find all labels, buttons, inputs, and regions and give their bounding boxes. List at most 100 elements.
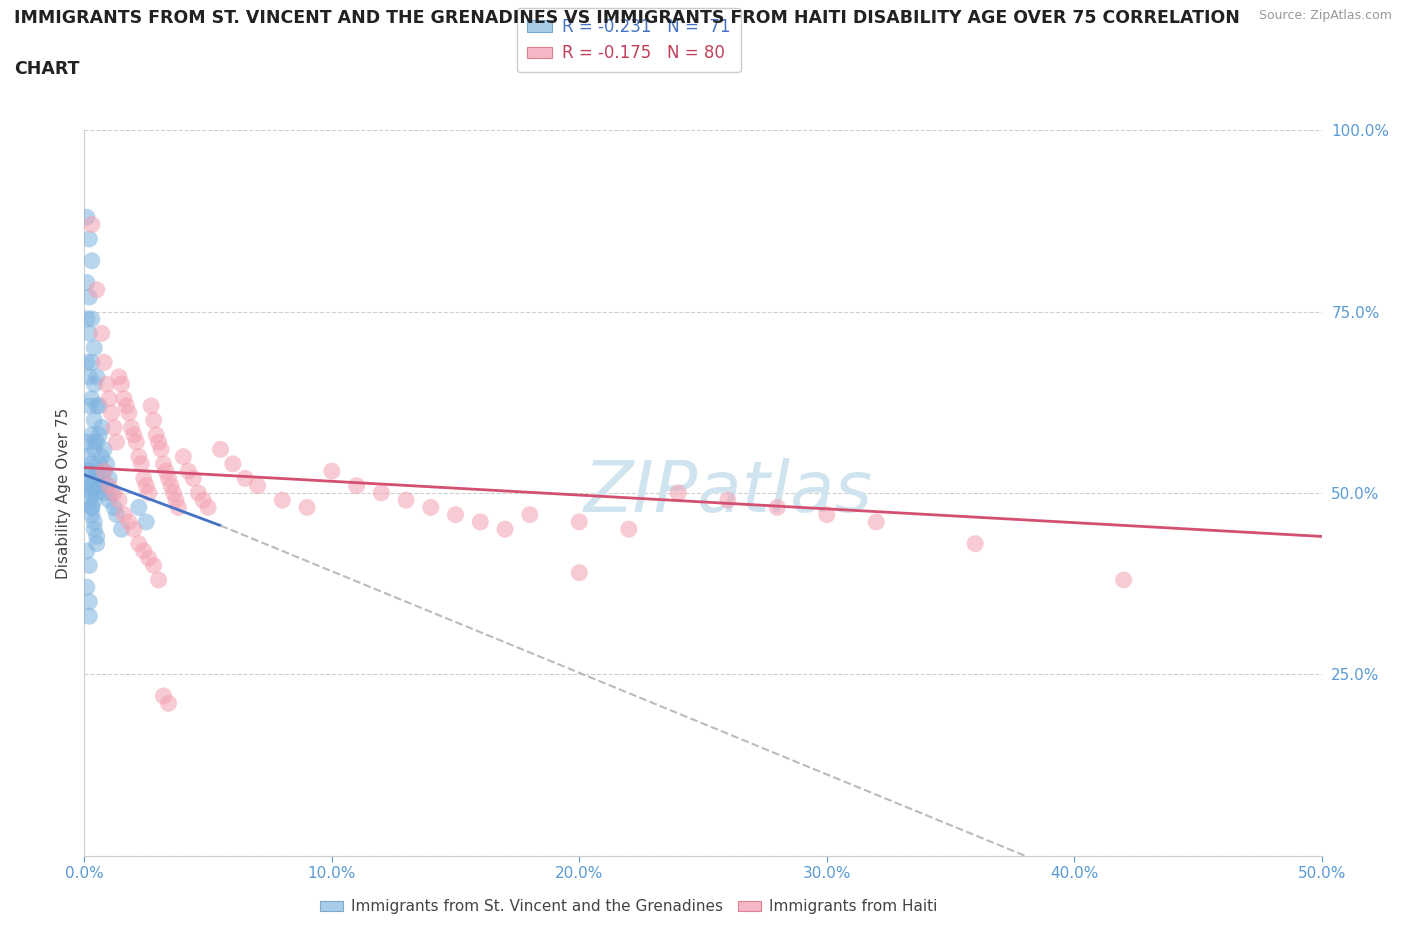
Point — [965, 537, 987, 551]
Point — [76, 464, 98, 479]
Point — [419, 500, 441, 515]
Point — [93, 355, 115, 370]
Point — [83, 434, 105, 449]
Point — [98, 493, 121, 508]
Point — [80, 355, 103, 370]
Point — [444, 507, 467, 522]
Point — [191, 493, 214, 508]
Point — [76, 478, 98, 493]
Point — [83, 471, 105, 485]
Point — [115, 398, 138, 413]
Point — [815, 507, 838, 522]
Point — [76, 449, 98, 464]
Text: CHART: CHART — [14, 60, 80, 78]
Point — [568, 514, 591, 529]
Point — [138, 485, 160, 500]
Point — [155, 464, 177, 479]
Point — [494, 522, 516, 537]
Text: Source: ZipAtlas.com: Source: ZipAtlas.com — [1258, 9, 1392, 22]
Text: ZIPatlas: ZIPatlas — [583, 458, 872, 527]
Point — [112, 507, 135, 522]
Point — [80, 217, 103, 232]
Point — [90, 420, 112, 435]
Point — [80, 500, 103, 515]
Point — [80, 253, 103, 268]
Point — [519, 507, 541, 522]
Point — [246, 478, 269, 493]
Point — [80, 485, 103, 500]
Point — [157, 471, 180, 485]
Point — [93, 464, 115, 479]
Text: IMMIGRANTS FROM ST. VINCENT AND THE GRENADINES VS IMMIGRANTS FROM HAITI DISABILI: IMMIGRANTS FROM ST. VINCENT AND THE GREN… — [14, 9, 1240, 27]
Point — [346, 478, 368, 493]
Point — [177, 464, 200, 479]
Point — [86, 283, 108, 298]
Point — [93, 464, 115, 479]
Point — [89, 428, 111, 443]
Point — [86, 537, 108, 551]
Point — [89, 457, 111, 472]
Point — [160, 478, 183, 493]
Point — [98, 392, 121, 406]
Point — [86, 485, 108, 500]
Point — [150, 442, 173, 457]
Point — [80, 478, 103, 493]
Point — [209, 442, 232, 457]
Point — [79, 493, 101, 508]
Point — [135, 478, 157, 493]
Point — [108, 493, 131, 508]
Point — [865, 514, 887, 529]
Point — [152, 688, 174, 703]
Point — [103, 420, 125, 435]
Point — [76, 275, 98, 290]
Point — [157, 696, 180, 711]
Y-axis label: Disability Age Over 75: Disability Age Over 75 — [56, 407, 72, 578]
Point — [181, 471, 204, 485]
Point — [76, 312, 98, 326]
Point — [80, 507, 103, 522]
Point — [142, 413, 165, 428]
Point — [76, 434, 98, 449]
Point — [89, 478, 111, 493]
Point — [271, 493, 294, 508]
Point — [321, 464, 343, 479]
Point — [295, 500, 318, 515]
Point — [125, 434, 148, 449]
Point — [666, 485, 689, 500]
Point — [617, 522, 640, 537]
Point — [110, 377, 132, 392]
Point — [100, 485, 122, 500]
Point — [83, 413, 105, 428]
Point — [98, 471, 121, 485]
Point — [79, 398, 101, 413]
Point — [1112, 573, 1135, 588]
Point — [128, 500, 150, 515]
Point — [79, 558, 101, 573]
Point — [76, 543, 98, 558]
Point — [76, 579, 98, 594]
Point — [568, 565, 591, 580]
Point — [90, 326, 112, 340]
Point — [118, 405, 141, 420]
Point — [148, 573, 170, 588]
Point — [79, 464, 101, 479]
Point — [222, 457, 245, 472]
Point — [100, 405, 122, 420]
Point — [172, 449, 194, 464]
Point — [395, 493, 418, 508]
Point — [79, 594, 101, 609]
Point — [112, 392, 135, 406]
Point — [83, 442, 105, 457]
Point — [80, 312, 103, 326]
Point — [142, 558, 165, 573]
Point — [83, 340, 105, 355]
Point — [80, 500, 103, 515]
Point — [86, 369, 108, 384]
Point — [118, 514, 141, 529]
Point — [80, 478, 103, 493]
Point — [93, 485, 115, 500]
Point — [83, 522, 105, 537]
Point — [76, 355, 98, 370]
Point — [128, 537, 150, 551]
Legend: Immigrants from St. Vincent and the Grenadines, Immigrants from Haiti: Immigrants from St. Vincent and the Gren… — [315, 894, 943, 921]
